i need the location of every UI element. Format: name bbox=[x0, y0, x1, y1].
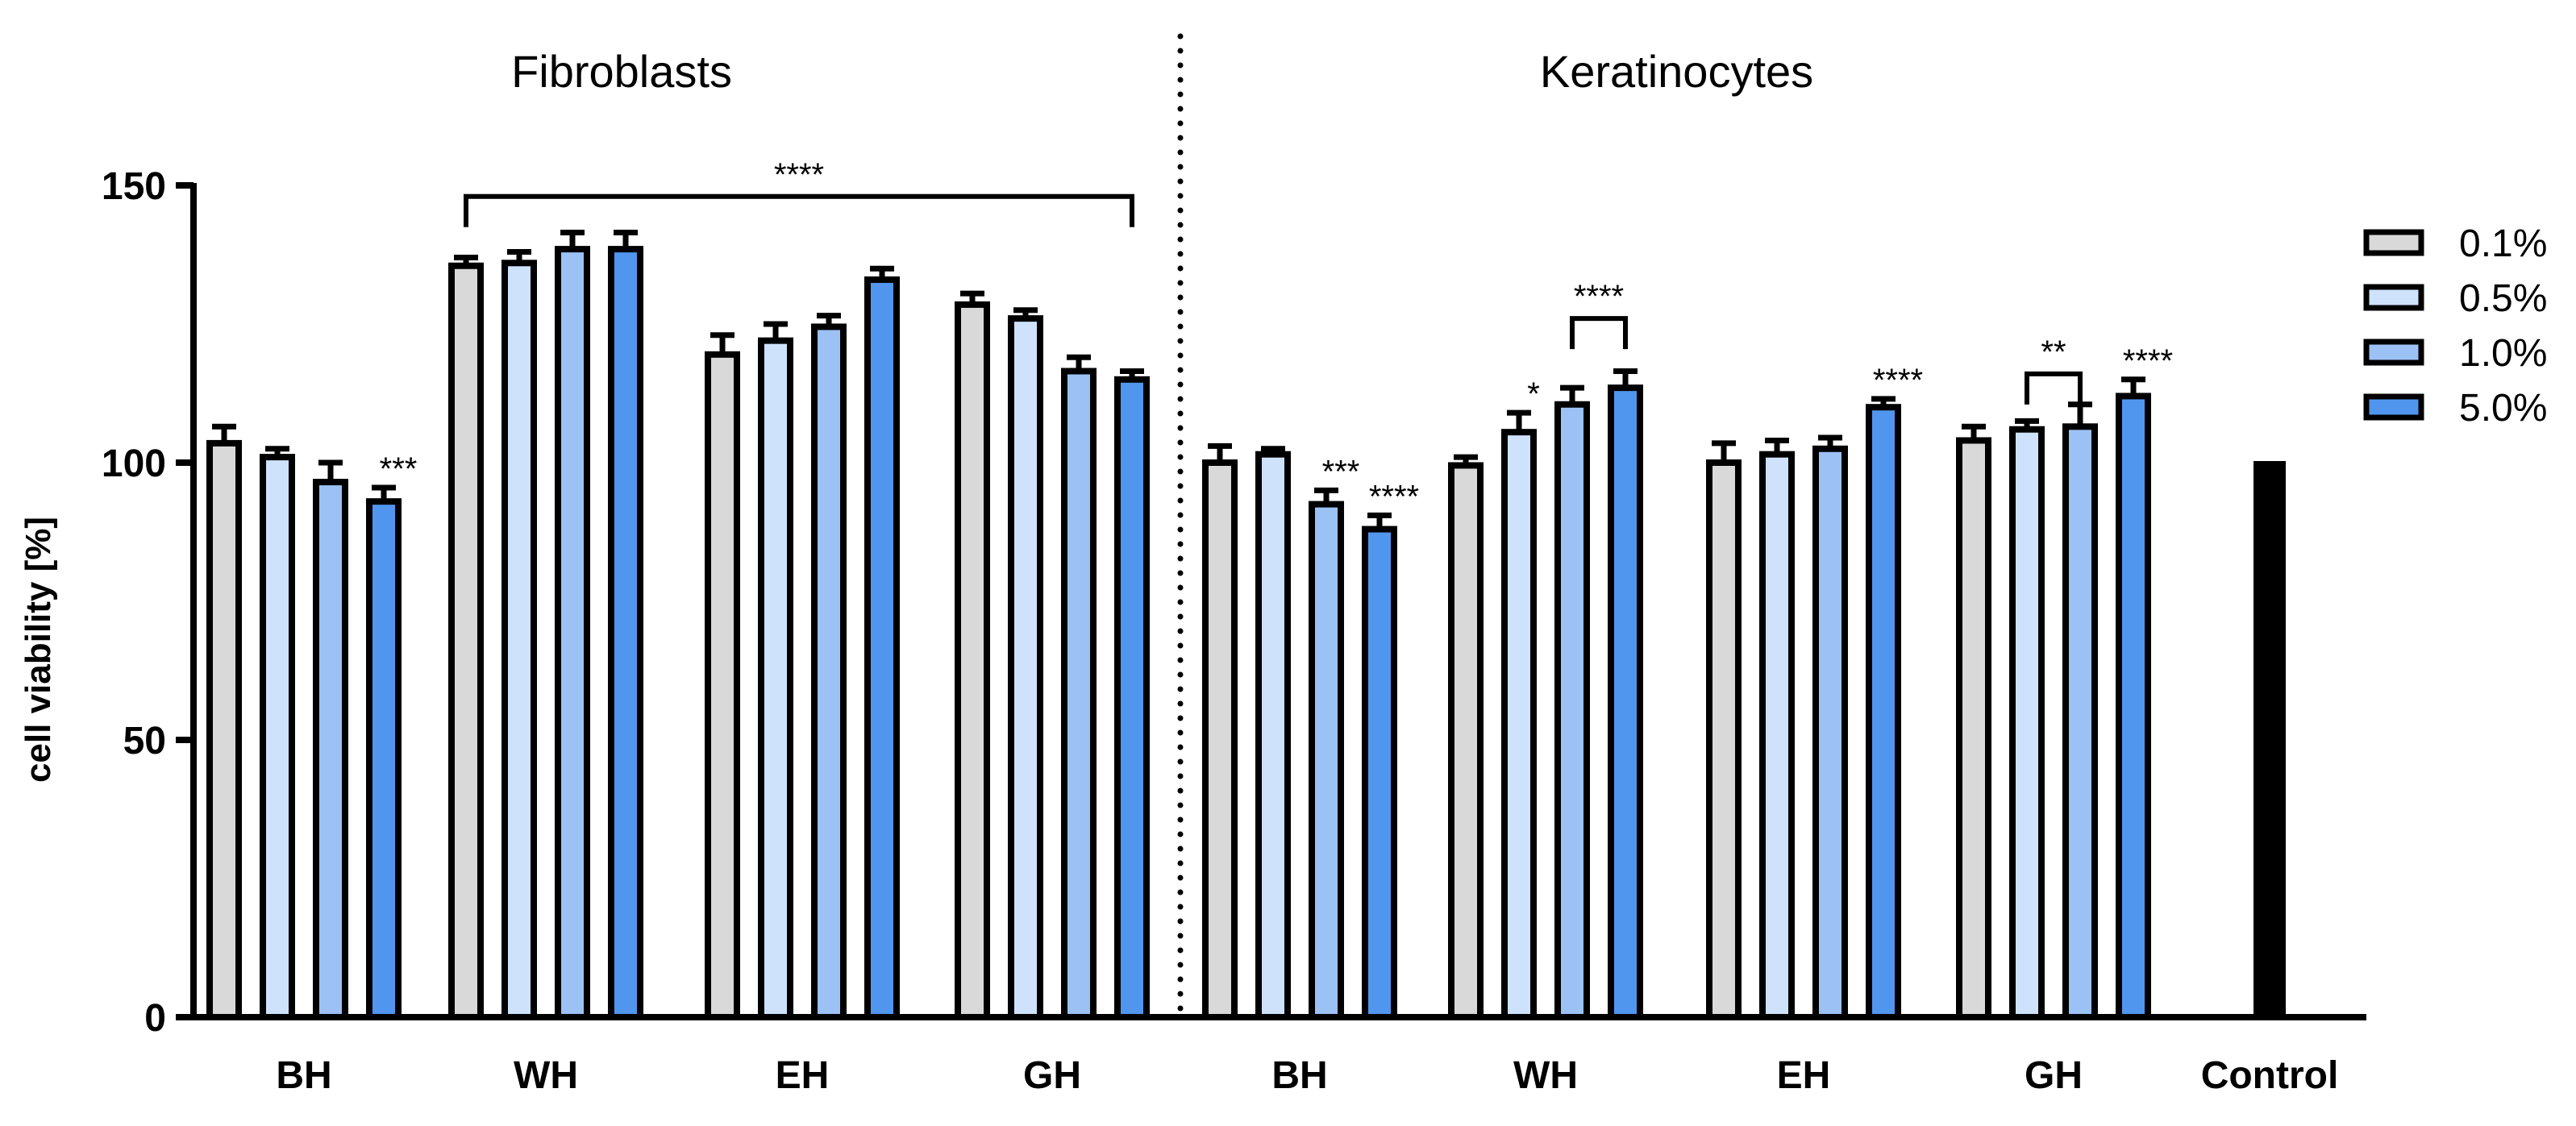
significance-bracket bbox=[2025, 371, 2083, 405]
significance-label: **** bbox=[1873, 363, 1923, 398]
significance-label: **** bbox=[1369, 479, 1419, 514]
y-tick-label: 100 bbox=[102, 443, 166, 485]
bar-gh-3 bbox=[1114, 376, 1150, 1020]
bars-layer bbox=[206, 229, 2286, 1021]
bar-bh-2 bbox=[1309, 501, 1344, 1020]
bar-eh-3 bbox=[864, 276, 900, 1020]
bar-wh-0 bbox=[1448, 462, 1484, 1020]
y-tick-label: 0 bbox=[144, 997, 166, 1040]
x-category-label: WH bbox=[1513, 1054, 1578, 1097]
bar-wh-1 bbox=[1501, 429, 1537, 1020]
bar-gh-0 bbox=[955, 301, 990, 1021]
legend-label-2: 1.0% bbox=[2459, 332, 2547, 375]
bar-gh-1 bbox=[2009, 426, 2045, 1020]
y-tick-label: 150 bbox=[102, 165, 166, 208]
significance-label: ** bbox=[2041, 334, 2066, 370]
significance-label: *** bbox=[1322, 454, 1360, 489]
bar-bh-0 bbox=[1202, 459, 1238, 1020]
x-category-label: GH bbox=[2025, 1054, 2083, 1097]
legend-label-3: 5.0% bbox=[2459, 387, 2547, 430]
bar-eh-3 bbox=[1866, 404, 1901, 1020]
annotations-layer: ************************* **** bbox=[380, 157, 2173, 515]
legend-swatch-0 bbox=[2363, 229, 2424, 256]
bar-bh-0 bbox=[206, 439, 242, 1020]
x-category-label: EH bbox=[1777, 1054, 1831, 1097]
x-category-label: EH bbox=[776, 1054, 830, 1097]
bar-gh-1 bbox=[1008, 315, 1043, 1020]
significance-bracket bbox=[464, 193, 1134, 227]
bar-wh-2 bbox=[1554, 401, 1590, 1020]
bar-bh-1 bbox=[1255, 451, 1291, 1020]
bar-control bbox=[2253, 461, 2286, 1019]
panel-label-1: Keratinocytes bbox=[1540, 46, 1813, 97]
y-axis-title: cell viability [%] bbox=[19, 517, 58, 783]
y-axis-layer: 0 50 100 150 cell viability [%] bbox=[19, 165, 2366, 1040]
legend-label-0: 0.1% bbox=[2459, 222, 2547, 265]
bar-eh-2 bbox=[811, 323, 847, 1020]
legend-swatch-1 bbox=[2363, 284, 2424, 311]
bar-eh-0 bbox=[1706, 459, 1742, 1020]
bar-wh-0 bbox=[448, 262, 484, 1020]
bar-eh-0 bbox=[705, 351, 740, 1020]
x-category-label: GH bbox=[1023, 1054, 1081, 1097]
significance-label: **** bbox=[2123, 343, 2173, 379]
significance-label: * bbox=[1527, 376, 1540, 412]
x-category-label: BH bbox=[276, 1054, 331, 1097]
bar-bh-2 bbox=[313, 479, 348, 1020]
significance-bracket bbox=[1570, 316, 1628, 350]
bar-wh-3 bbox=[608, 246, 643, 1020]
significance-label: **** bbox=[774, 157, 824, 193]
panel-label-0: Fibroblasts bbox=[511, 46, 732, 97]
legend-swatch-3 bbox=[2363, 393, 2424, 421]
legend-label-1: 0.5% bbox=[2459, 277, 2547, 320]
significance-label: **** bbox=[1574, 279, 1624, 314]
bar-gh-2 bbox=[2062, 423, 2098, 1020]
legend-swatch-2 bbox=[2363, 339, 2424, 366]
bar-wh-3 bbox=[1608, 384, 1643, 1020]
x-category-label-control: Control bbox=[2201, 1054, 2339, 1097]
bar-gh-0 bbox=[1956, 437, 1991, 1020]
x-category-label: BH bbox=[1271, 1054, 1327, 1097]
bar-gh-2 bbox=[1061, 368, 1097, 1021]
significance-label: *** bbox=[380, 451, 418, 487]
bar-eh-1 bbox=[758, 337, 793, 1020]
bar-gh-3 bbox=[2116, 393, 2151, 1020]
y-tick-label: 50 bbox=[123, 720, 166, 762]
panel-labels-layer: Fibroblasts Keratinocytes bbox=[511, 33, 1813, 1020]
bar-bh-3 bbox=[366, 498, 402, 1020]
bar-wh-1 bbox=[501, 260, 537, 1020]
category-labels-layer: BH WH EH GH BH WH EH GH Control bbox=[276, 1054, 2338, 1097]
bar-eh-2 bbox=[1812, 445, 1848, 1020]
x-category-label: WH bbox=[514, 1054, 578, 1097]
bar-wh-2 bbox=[555, 246, 590, 1020]
legend-layer: 0.1% 0.5% 1.0% 5.0% bbox=[2363, 222, 2547, 430]
bar-bh-1 bbox=[260, 454, 295, 1020]
bar-eh-1 bbox=[1759, 451, 1795, 1020]
bar-bh-3 bbox=[1362, 526, 1397, 1020]
